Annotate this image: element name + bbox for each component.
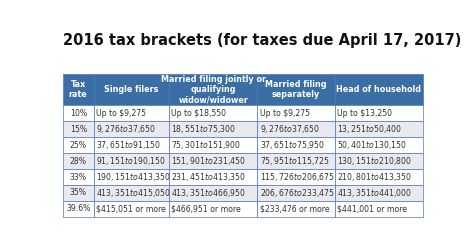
- Text: $413,351 to $466,950: $413,351 to $466,950: [171, 187, 246, 199]
- Text: $75,301 to $151,900: $75,301 to $151,900: [171, 139, 241, 151]
- Bar: [335, 121, 423, 137]
- Text: Up to $9,275: Up to $9,275: [96, 109, 146, 118]
- Text: Up to $13,250: Up to $13,250: [337, 109, 392, 118]
- Text: $415,051 or more: $415,051 or more: [96, 204, 165, 214]
- Text: $115,726 to $206,675: $115,726 to $206,675: [260, 171, 334, 183]
- Text: Married filing jointly or
qualifying
widow/widower: Married filing jointly or qualifying wid…: [161, 75, 266, 104]
- Text: $50,401 to $130,150: $50,401 to $130,150: [337, 139, 407, 151]
- Bar: [257, 201, 335, 217]
- Bar: [257, 121, 335, 137]
- Bar: [257, 153, 335, 169]
- Text: $210,801 to $413,350: $210,801 to $413,350: [337, 171, 412, 183]
- Text: $37,651 to $75,950: $37,651 to $75,950: [260, 139, 325, 151]
- Text: $9,276 to $37,650: $9,276 to $37,650: [96, 123, 156, 135]
- Text: $18,551 to $75,300: $18,551 to $75,300: [171, 123, 237, 135]
- Bar: [169, 105, 257, 121]
- Text: $233,476 or more: $233,476 or more: [260, 204, 329, 214]
- Text: $190,151 to $413,350: $190,151 to $413,350: [96, 171, 171, 183]
- Bar: [335, 201, 423, 217]
- Text: 15%: 15%: [70, 125, 87, 134]
- Text: Up to $18,550: Up to $18,550: [171, 109, 226, 118]
- Bar: [63, 121, 93, 137]
- Bar: [169, 74, 257, 105]
- Text: $206,676 to $233,475: $206,676 to $233,475: [260, 187, 334, 199]
- Bar: [335, 74, 423, 105]
- Text: $37,651 to $91,150: $37,651 to $91,150: [96, 139, 161, 151]
- Bar: [335, 137, 423, 153]
- Bar: [93, 185, 169, 201]
- Text: 10%: 10%: [70, 109, 87, 118]
- Text: 2016 tax brackets (for taxes due April 17, 2017): 2016 tax brackets (for taxes due April 1…: [63, 33, 461, 48]
- Text: $441,001 or more: $441,001 or more: [337, 204, 407, 214]
- Text: Head of household: Head of household: [337, 85, 421, 94]
- Bar: [63, 201, 93, 217]
- Bar: [169, 121, 257, 137]
- Text: 25%: 25%: [70, 141, 87, 150]
- Bar: [335, 153, 423, 169]
- Bar: [335, 169, 423, 185]
- Bar: [257, 74, 335, 105]
- Text: Married filing
separately: Married filing separately: [265, 80, 327, 99]
- Bar: [335, 105, 423, 121]
- Bar: [169, 137, 257, 153]
- Bar: [93, 74, 169, 105]
- Bar: [169, 169, 257, 185]
- Bar: [169, 201, 257, 217]
- Bar: [93, 121, 169, 137]
- Bar: [63, 185, 93, 201]
- Bar: [63, 153, 93, 169]
- Text: 35%: 35%: [70, 188, 87, 197]
- Bar: [257, 137, 335, 153]
- Bar: [93, 105, 169, 121]
- Bar: [169, 153, 257, 169]
- Bar: [335, 185, 423, 201]
- Bar: [93, 201, 169, 217]
- Bar: [169, 185, 257, 201]
- Bar: [63, 169, 93, 185]
- Text: Up to $9,275: Up to $9,275: [260, 109, 310, 118]
- Text: 39.6%: 39.6%: [66, 204, 91, 214]
- Text: $9,276 to $37,650: $9,276 to $37,650: [260, 123, 319, 135]
- Bar: [63, 74, 93, 105]
- Text: Single filers: Single filers: [104, 85, 158, 94]
- Text: $130,151 to $210,800: $130,151 to $210,800: [337, 155, 412, 167]
- Bar: [257, 169, 335, 185]
- Text: $466,951 or more: $466,951 or more: [171, 204, 241, 214]
- Text: 33%: 33%: [70, 173, 87, 182]
- Bar: [257, 105, 335, 121]
- Bar: [63, 105, 93, 121]
- Text: $75,951 to $115,725: $75,951 to $115,725: [260, 155, 329, 167]
- Bar: [257, 185, 335, 201]
- Text: $413,351 to $441,000: $413,351 to $441,000: [337, 187, 412, 199]
- Text: $413,351 to $415,050: $413,351 to $415,050: [96, 187, 171, 199]
- Bar: [93, 137, 169, 153]
- Text: Tax
rate: Tax rate: [69, 80, 88, 99]
- Text: $91,151 to $190,150: $91,151 to $190,150: [96, 155, 165, 167]
- Bar: [63, 137, 93, 153]
- Text: $231,451 to $413,350: $231,451 to $413,350: [171, 171, 246, 183]
- Text: 28%: 28%: [70, 156, 87, 166]
- Text: $13,251 to $50,400: $13,251 to $50,400: [337, 123, 402, 135]
- Text: $151,901 to $231,450: $151,901 to $231,450: [171, 155, 246, 167]
- Bar: [93, 153, 169, 169]
- Bar: [93, 169, 169, 185]
